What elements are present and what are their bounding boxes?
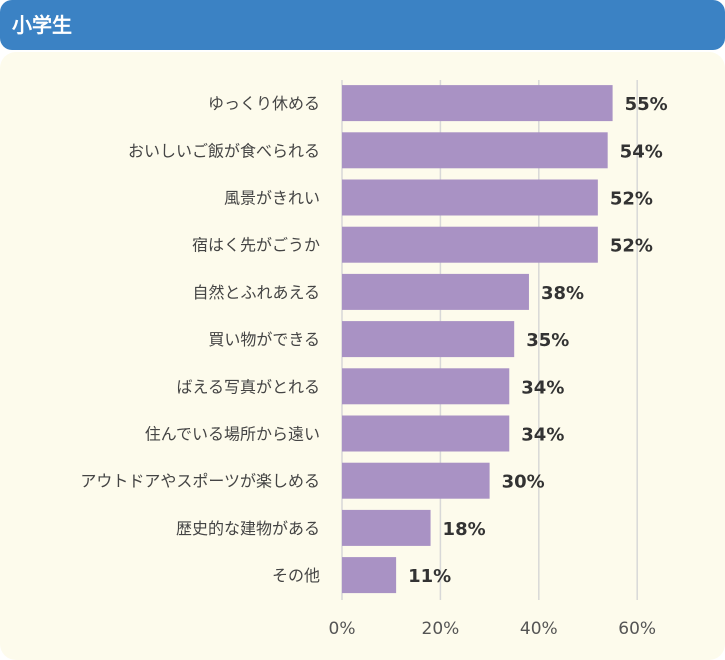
category-label: 歴史的な建物がある [176, 519, 320, 538]
category-label: 住んでいる場所から遠い [145, 425, 320, 444]
value-label: 34% [521, 425, 564, 446]
category-label: 買い物ができる [208, 330, 320, 349]
value-label: 18% [443, 519, 486, 540]
header-title: 小学生 [12, 13, 72, 37]
category-label: ばえる写真がとれる [176, 377, 320, 396]
category-label: 風景がきれい [224, 189, 320, 208]
bar [342, 226, 598, 263]
bar [342, 557, 397, 594]
bar [342, 509, 431, 546]
value-label: 55% [625, 94, 668, 115]
bar [342, 132, 608, 169]
category-label: アウトドアやスポーツが楽しめる [80, 472, 320, 491]
value-label: 34% [521, 377, 564, 398]
value-label: 35% [526, 330, 569, 351]
x-tick-label: 0% [329, 619, 356, 639]
bar [342, 273, 529, 310]
bar [342, 321, 515, 358]
value-label: 11% [408, 566, 451, 587]
bar [342, 179, 598, 216]
value-label: 52% [610, 189, 653, 210]
value-label: 54% [620, 141, 663, 162]
category-label: おいしいご飯が食べられる [128, 141, 320, 160]
bar [342, 462, 490, 499]
x-tick-label: 40% [520, 619, 558, 639]
chart-header: 小学生 [0, 0, 725, 50]
bar [342, 415, 510, 452]
bar [342, 368, 510, 405]
value-label: 38% [541, 283, 584, 304]
value-label: 52% [610, 236, 653, 257]
value-label: 30% [502, 472, 545, 493]
x-tick-label: 20% [422, 619, 460, 639]
x-tick-label: 60% [618, 619, 656, 639]
category-label: ゆっくり休める [208, 94, 320, 113]
category-label: 宿はく先がごうか [192, 236, 320, 255]
category-label: その他 [272, 566, 320, 585]
category-label: 自然とふれあえる [192, 283, 320, 302]
bar [342, 85, 613, 122]
